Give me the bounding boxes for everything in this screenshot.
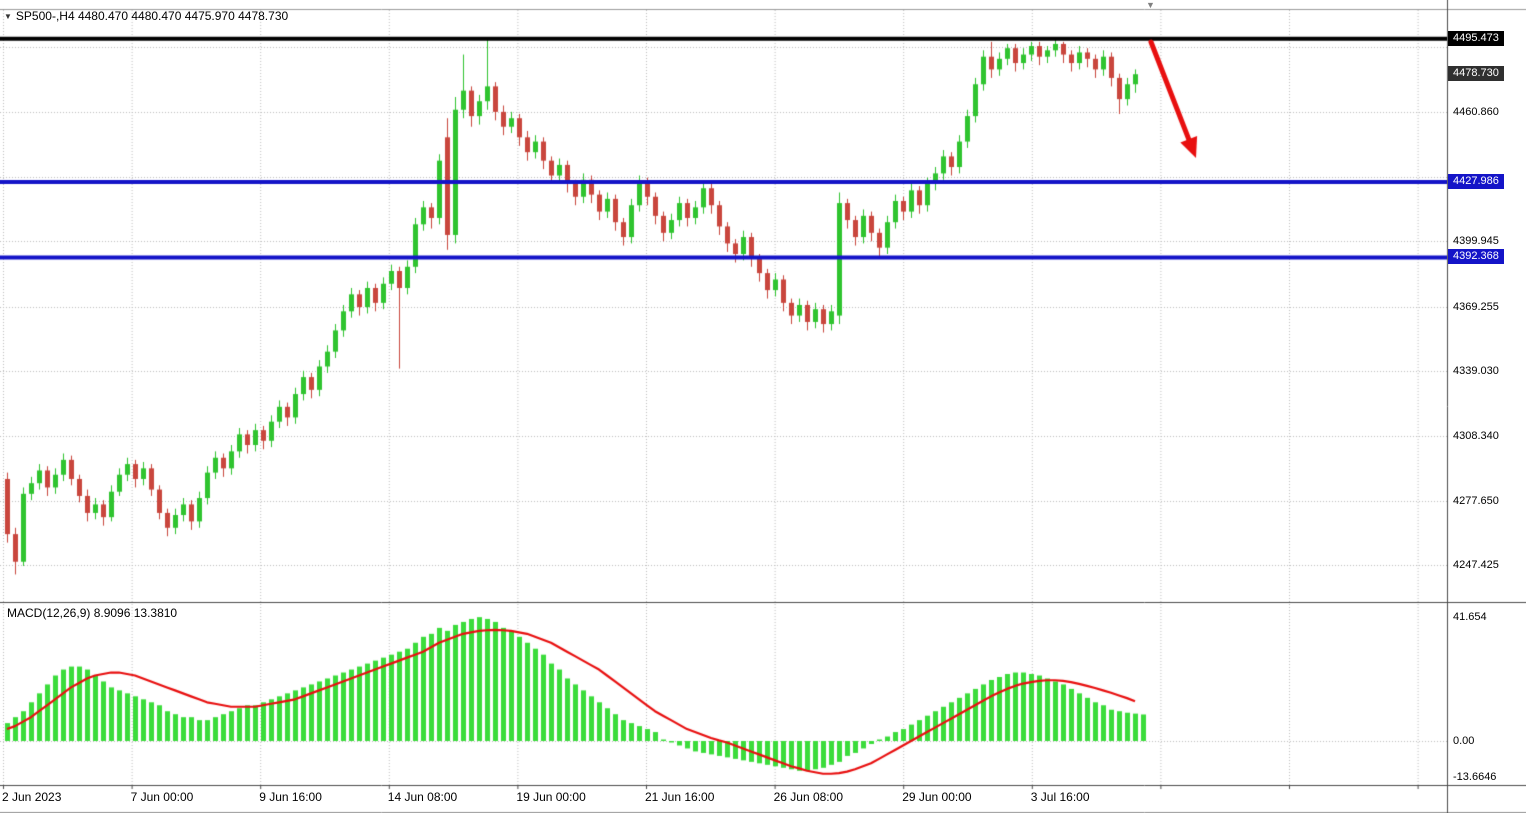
price-tick-label: 4399.945: [1453, 235, 1499, 248]
macd-tick-label: 41.654: [1453, 610, 1487, 623]
price-marker: 4427.986: [1448, 173, 1504, 189]
price-tick-label: 4308.340: [1453, 429, 1499, 442]
symbol-ohlc-label: SP500-,H4 4480.470 4480.470 4475.970 447…: [15, 9, 289, 23]
symbol-dropdown-icon: ▼: [4, 12, 12, 21]
price-tick-label: 4339.030: [1453, 364, 1499, 377]
time-axis-label: 14 Jun 08:00: [387, 790, 458, 804]
symbol-info: ▼ SP500-,H4 4480.470 4480.470 4475.970 44…: [4, 9, 288, 23]
time-axis-label: 26 Jun 08:00: [773, 790, 843, 804]
price-marker: 4392.368: [1448, 249, 1504, 265]
time-axis-label: 21 Jun 16:00: [645, 790, 715, 804]
price-tick-label: 4247.425: [1453, 559, 1499, 572]
time-axis-label: 3 Jul 16:00: [1030, 790, 1090, 804]
price-tick-label: 4277.650: [1453, 494, 1499, 507]
time-axis-label: 7 Jun 00:00: [130, 790, 194, 804]
price-axis[interactable]: 4460.860 4399.945 4369.255 4339.030 4308.340…: [1447, 0, 1526, 813]
macd-indicator-label: MACD(12,26,9) 8.9096 13.3810: [7, 606, 178, 620]
price-marker: 4495.473: [1448, 30, 1504, 46]
macd-tick-label: 0.00: [1453, 735, 1475, 747]
price-marker: 4478.730: [1448, 66, 1504, 82]
scroll-position-marker-icon: ▼: [1146, 0, 1155, 10]
time-axis-label: 9 Jun 16:00: [259, 790, 322, 804]
time-axis[interactable]: 2 Jun 2023 7 Jun 00:00 9 Jun 16:00 14 Jun 0…: [0, 786, 1447, 813]
time-axis-label: 19 Jun 00:00: [516, 790, 586, 804]
price-tick-label: 4460.860: [1453, 106, 1499, 119]
macd-tick-label: -13.6646: [1453, 771, 1497, 783]
time-axis-label: 2 Jun 2023: [2, 790, 62, 804]
time-axis-label: 29 Jun 00:00: [902, 790, 972, 804]
price-tick-label: 4369.255: [1453, 300, 1499, 313]
